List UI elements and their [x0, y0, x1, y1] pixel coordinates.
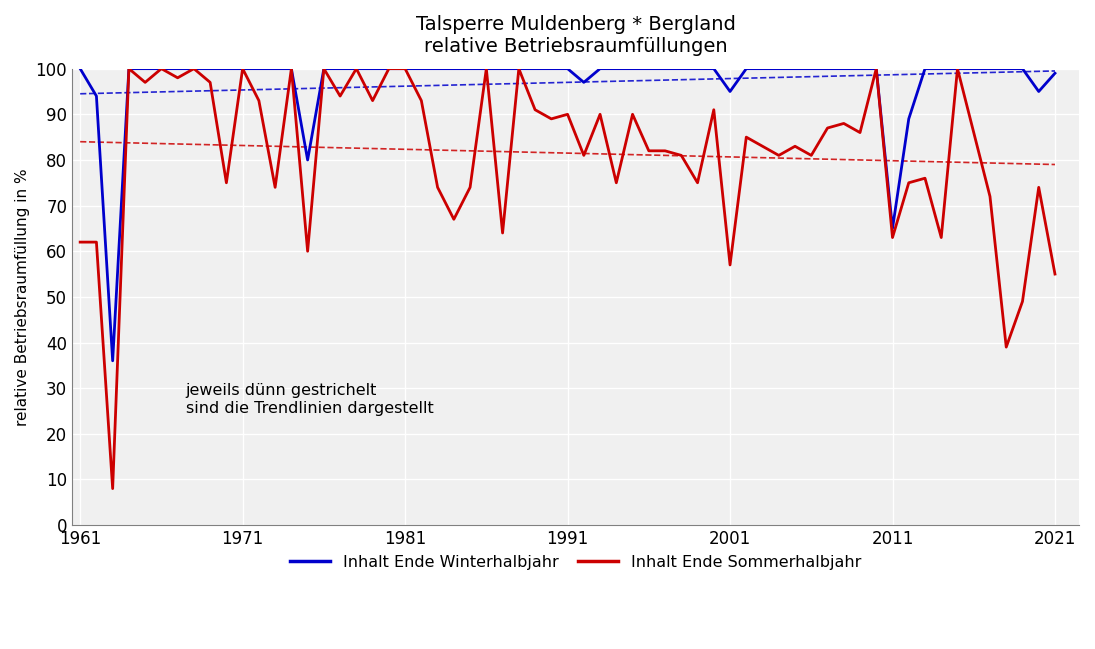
Title: Talsperre Muldenberg * Bergland
relative Betriebsraumfüllungen: Talsperre Muldenberg * Bergland relative… [416, 15, 736, 56]
Text: jeweils dünn gestrichelt
sind die Trendlinien dargestellt: jeweils dünn gestrichelt sind die Trendl… [186, 383, 434, 415]
Y-axis label: relative Betriebsraumfüllung in %: relative Betriebsraumfüllung in % [15, 168, 30, 426]
Legend: Inhalt Ende Winterhalbjahr, Inhalt Ende Sommerhalbjahr: Inhalt Ende Winterhalbjahr, Inhalt Ende … [284, 548, 867, 576]
